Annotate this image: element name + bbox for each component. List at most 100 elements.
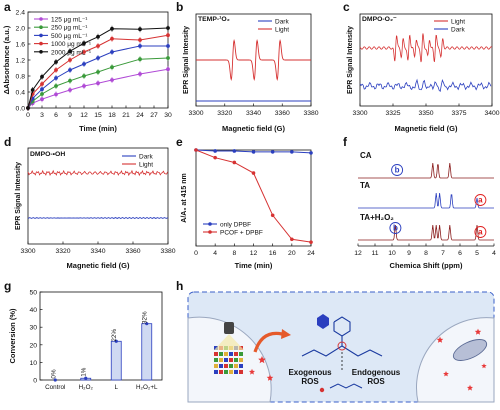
data-point xyxy=(110,50,114,54)
series-line-a xyxy=(27,45,168,109)
series-line-light xyxy=(27,169,169,177)
data-point xyxy=(138,72,142,76)
cof-tile xyxy=(219,370,223,374)
x-tick-label: 0 xyxy=(26,112,30,119)
light-beam xyxy=(214,334,244,350)
data-point xyxy=(138,38,142,42)
x-tick-label: 4 xyxy=(492,250,496,257)
y-axis-label-c: EPR Signal Intensity xyxy=(347,26,354,94)
x-axis-label-f: Chemica Shift (ppm) xyxy=(390,261,463,270)
trace-line-f xyxy=(358,162,494,179)
endogenous-label: ROS xyxy=(367,377,385,386)
x-tick-label: 3360 xyxy=(275,110,290,117)
cof-tile xyxy=(219,358,223,362)
x-tick-label: 30 xyxy=(164,112,172,119)
y-axis-label-g: Conversion (%) xyxy=(8,308,17,364)
data-point xyxy=(166,33,170,38)
ros-star-icon xyxy=(266,374,274,381)
cof-tile xyxy=(234,352,238,356)
trace-line-f xyxy=(358,224,494,241)
x-tick-label: 15 xyxy=(94,112,102,119)
legend-label-a: 250 μg mL⁻¹ xyxy=(51,25,88,32)
x-tick-label: 8 xyxy=(232,250,236,257)
data-layer xyxy=(26,17,495,403)
x-tick-label: 12 xyxy=(354,250,362,257)
legend-marker xyxy=(39,17,43,21)
data-point xyxy=(82,41,86,46)
x-tick-label: 3300 xyxy=(188,110,203,117)
cof-tile xyxy=(224,352,228,356)
series-line-light xyxy=(196,39,311,81)
x-tick-label: 12 xyxy=(80,112,88,119)
panel-letter-g: g xyxy=(4,279,11,293)
legend-marker xyxy=(39,50,43,54)
data-point xyxy=(232,149,237,153)
data-point xyxy=(110,78,114,82)
data-point xyxy=(138,44,142,48)
x-tick-label: 3320 xyxy=(55,248,70,255)
data-point xyxy=(270,213,275,218)
data-point xyxy=(96,56,100,60)
legend-label-a: 1000 μg mL⁻¹ xyxy=(51,41,92,48)
series-line-light xyxy=(359,33,493,63)
data-point xyxy=(110,36,114,41)
y-axis-label-e: A/A₀ at 415 nm xyxy=(181,173,188,222)
y-tick-label: 50 xyxy=(29,290,37,297)
cof-tile xyxy=(234,364,238,368)
x-tick-label: 3325 xyxy=(385,110,400,117)
series-line-a xyxy=(27,34,169,109)
data-point xyxy=(96,70,100,74)
data-point xyxy=(232,160,237,165)
legend-label-e: only DPBF xyxy=(220,222,251,229)
data-point xyxy=(213,149,217,153)
data-label-g: 0% xyxy=(50,369,57,379)
bar-dot-g xyxy=(53,378,57,382)
data-point xyxy=(82,84,86,88)
cof-tile xyxy=(224,358,228,362)
x-tick-label: 3 xyxy=(40,112,44,119)
peak-marker xyxy=(389,222,402,234)
x-tick-label: 24 xyxy=(136,112,144,119)
cof-unit-icon xyxy=(317,314,329,329)
legend-label-a: 2000 μg mL⁻¹ xyxy=(51,49,92,56)
y-tick-label: 0 xyxy=(33,378,37,385)
y-axis-label-b: EPR Signal Intensity xyxy=(183,26,190,94)
data-point xyxy=(138,27,142,32)
x-tick-label: 27 xyxy=(150,112,158,119)
data-point xyxy=(82,62,86,66)
trace-label-f: CA xyxy=(360,151,372,160)
data-point xyxy=(166,26,170,30)
legend-label-e: PCOF + DPBF xyxy=(220,230,263,237)
data-point xyxy=(110,26,114,31)
category-label-g: Control xyxy=(45,384,65,391)
x-tick-label: 3400 xyxy=(484,110,499,117)
data-point xyxy=(96,44,100,48)
y-tick-label: 10 xyxy=(29,360,37,367)
series-line-e xyxy=(195,149,312,243)
x-tick-label: 3380 xyxy=(160,248,175,255)
data-point xyxy=(138,57,142,62)
x-tick-label: 4 xyxy=(213,250,217,257)
x-tick-label: 0 xyxy=(194,250,198,257)
legend-label-d: Dark xyxy=(139,154,153,161)
panel-label-d: DMPO-•OH xyxy=(30,151,65,158)
x-tick-label: 9 xyxy=(68,112,72,119)
legend-marker xyxy=(208,222,212,226)
y-tick-label: 2.4 xyxy=(16,10,26,17)
x-tick-label: 18 xyxy=(108,112,116,119)
x-tick-label: 3340 xyxy=(246,110,261,117)
legend-label-c: Light xyxy=(451,19,465,26)
data-point xyxy=(290,237,294,242)
panel-letter-a: a xyxy=(4,0,11,14)
x-tick-label: 12 xyxy=(250,250,258,257)
trace-line-f xyxy=(358,192,494,209)
x-tick-label: 3300 xyxy=(20,248,35,255)
cof-tile xyxy=(239,370,243,374)
x-tick-label: 16 xyxy=(269,250,277,257)
data-point xyxy=(290,150,294,154)
data-point xyxy=(166,56,170,60)
data-label-g: 1% xyxy=(81,367,88,377)
peak-marker-label: a xyxy=(478,228,483,237)
data-point xyxy=(30,88,35,92)
ros-star-icon xyxy=(467,384,473,391)
